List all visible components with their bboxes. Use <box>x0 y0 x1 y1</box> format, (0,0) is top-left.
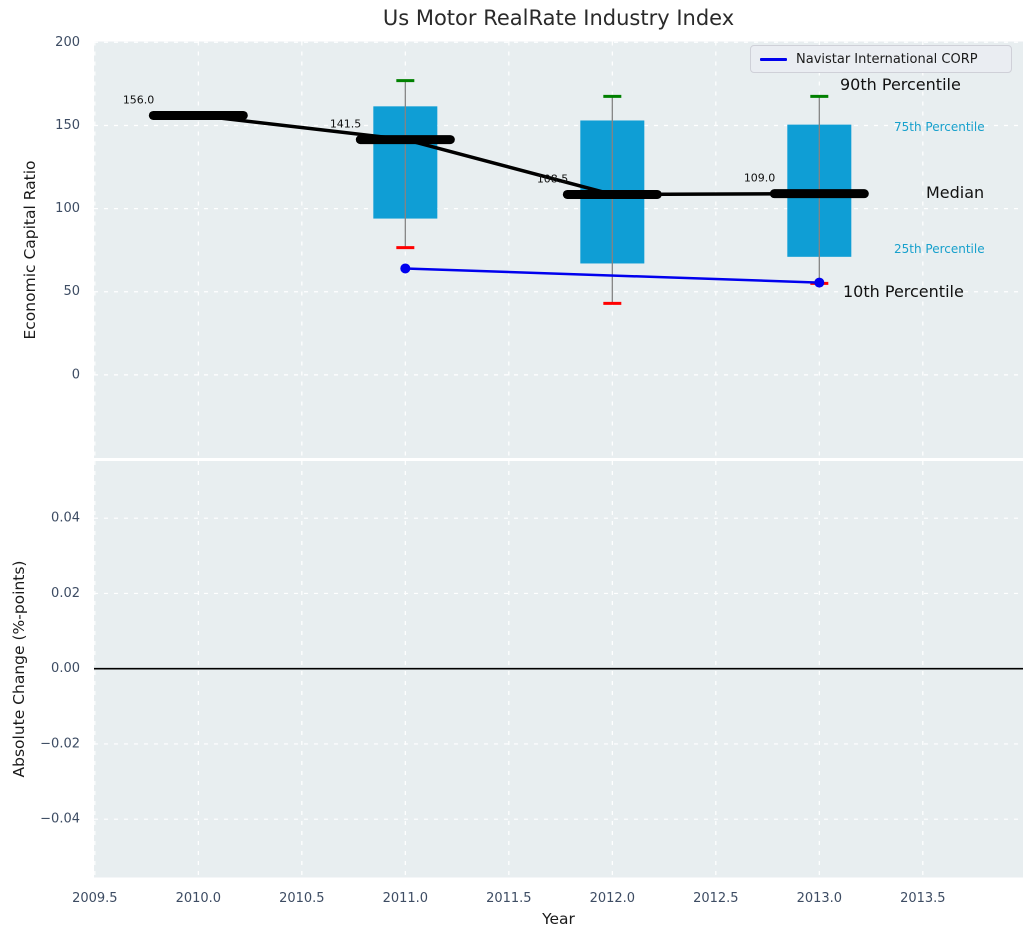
annotation-median: Median <box>926 183 985 202</box>
median-value-label: 141.5 <box>330 118 362 131</box>
x-tick-label: 2013.5 <box>900 891 946 906</box>
x-tick-label: 2011.5 <box>486 891 532 906</box>
top-y-tick-label: 100 <box>55 201 80 216</box>
bottom-y-tick-label: −0.02 <box>40 736 80 751</box>
series-line <box>405 267 820 284</box>
median-trend-line <box>198 113 820 197</box>
x-tick-label: 2012.5 <box>693 891 739 906</box>
x-tick-label: 2013.0 <box>797 891 843 906</box>
legend-line-swatch <box>760 57 787 61</box>
legend: Navistar International CORP <box>750 45 1012 73</box>
series-marker <box>400 263 411 274</box>
chart-title: Us Motor RealRate Industry Index <box>382 6 735 30</box>
annotation-90th-percentile: 90th Percentile <box>840 75 961 94</box>
x-tick-label: 2011.0 <box>383 891 429 906</box>
annotation-75th-percentile: 75th Percentile <box>894 120 985 134</box>
legend-series-label: Navistar International CORP <box>796 51 978 67</box>
x-tick-label: 2009.5 <box>72 891 118 906</box>
top-y-tick-label: 50 <box>63 284 80 299</box>
annotation-25th-percentile: 25th Percentile <box>894 242 985 256</box>
bottom-y-axis-label: Absolute Change (%-points) <box>10 560 28 778</box>
bottom-y-tick-label: 0.04 <box>51 511 80 526</box>
x-tick-label: 2010.0 <box>176 891 222 906</box>
top-y-axis-label: Economic Capital Ratio <box>21 160 39 340</box>
top-y-tick-label: 150 <box>55 118 80 133</box>
x-axis-label: Year <box>542 910 575 928</box>
bottom-y-tick-label: 0.02 <box>51 586 80 601</box>
series-marker <box>814 277 825 288</box>
bottom-y-tick-label: 0.00 <box>51 661 80 676</box>
x-tick-label: 2010.5 <box>279 891 325 906</box>
top-y-tick-label: 200 <box>55 35 80 50</box>
top-plot-area <box>94 41 1023 458</box>
median-value-label: 108.5 <box>537 172 569 185</box>
annotation-10th-percentile: 10th Percentile <box>843 282 964 301</box>
bottom-y-tick-label: −0.04 <box>40 812 80 827</box>
median-value-label: 109.0 <box>744 172 776 185</box>
median-value-label: 156.0 <box>123 93 155 106</box>
x-tick-label: 2012.0 <box>590 891 636 906</box>
top-y-tick-label: 0 <box>72 367 80 382</box>
